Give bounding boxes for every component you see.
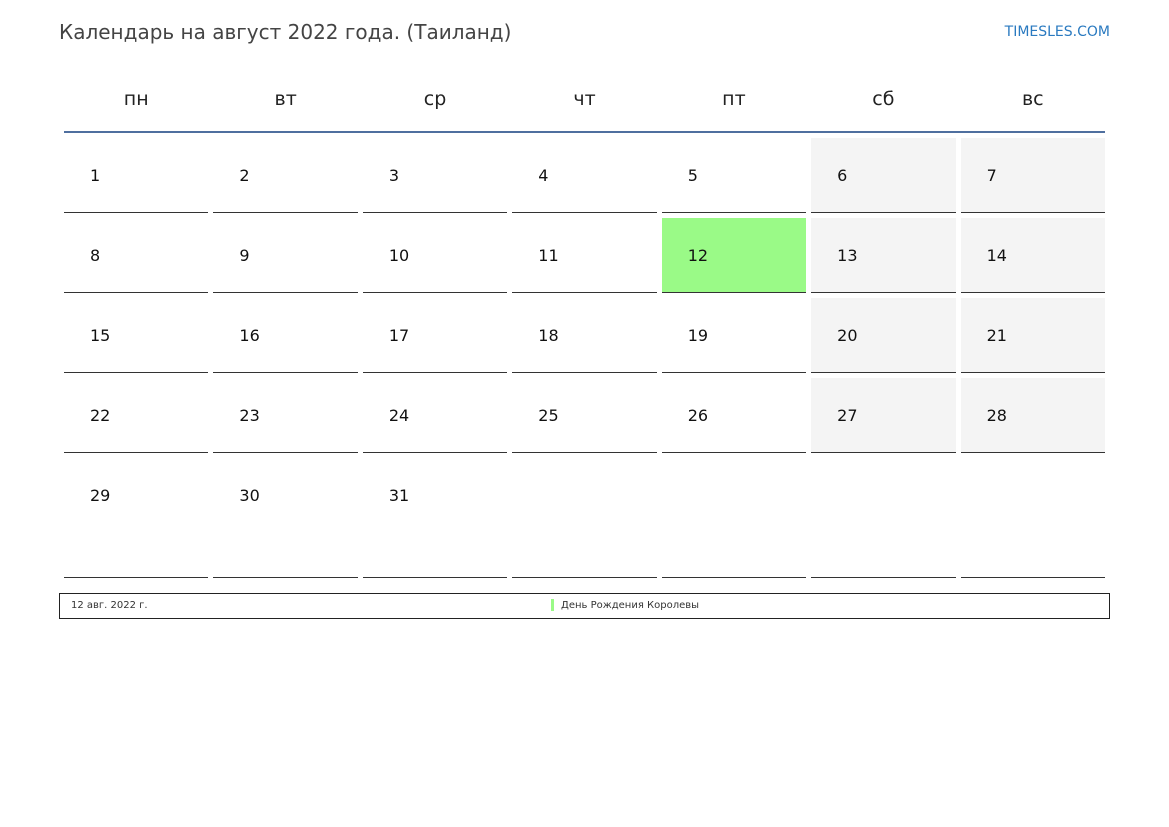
holiday-legend: 12 авг. 2022 г. День Рождения Королевы: [59, 593, 1110, 619]
day-cell: 22: [64, 378, 209, 453]
day-number: 9: [239, 246, 250, 265]
weekday-2: ср: [423, 88, 447, 110]
day-cell: 5: [661, 138, 807, 213]
legend-holiday-name: День Рождения Королевы: [561, 600, 700, 611]
day-cell: 30: [213, 458, 358, 578]
day-cell: 28: [960, 378, 1105, 453]
day-number: 22: [90, 406, 111, 425]
empty-cell: [661, 458, 807, 578]
day-number: 11: [538, 246, 559, 265]
day-number: 20: [837, 326, 858, 345]
day-cell: 16: [213, 298, 358, 373]
day-number: 1: [90, 166, 101, 185]
calendar-grid: 1 2 3 4 5 6 7 8 9 10 11 12 13 14 15 16 17 18 19 20 21 22 23 24 2…: [64, 138, 1105, 578]
weekday-0: пн: [123, 88, 149, 110]
day-cell: 17: [362, 298, 508, 373]
day-number: 13: [837, 246, 858, 265]
day-number: 15: [90, 326, 111, 345]
empty-cell: [811, 458, 956, 578]
day-number: 8: [90, 246, 101, 265]
legend-date: 12 авг. 2022 г.: [71, 600, 148, 611]
weekday-6: вс: [1021, 88, 1044, 110]
day-cell: 26: [661, 378, 807, 453]
day-cell: 1: [64, 138, 209, 213]
day-number: 19: [687, 326, 709, 345]
day-cell: 20: [811, 298, 956, 373]
day-cell: 4: [512, 138, 657, 213]
day-number: 25: [538, 406, 559, 425]
day-number: 10: [388, 246, 410, 265]
day-number: 14: [986, 246, 1007, 265]
day-number: 24: [388, 406, 410, 425]
day-cell: 10: [362, 218, 508, 293]
day-cell: 13: [811, 218, 956, 293]
day-cell: 6: [811, 138, 956, 213]
day-cell: 3: [362, 138, 508, 213]
day-cell: 7: [960, 138, 1105, 213]
day-number: 7: [986, 166, 997, 185]
weekday-1: вт: [274, 88, 297, 110]
day-number: 28: [986, 406, 1007, 425]
day-number: 3: [388, 166, 400, 185]
weekday-header: пн вт ср чт пт сб вс: [64, 84, 1105, 114]
day-number: 30: [239, 486, 260, 505]
header-divider: [64, 131, 1105, 133]
legend-color-marker: [551, 599, 554, 611]
empty-cell: [512, 458, 657, 578]
day-number: 26: [687, 406, 709, 425]
empty-cell: [960, 458, 1105, 578]
day-cell: 21: [960, 298, 1105, 373]
day-number: 4: [538, 166, 549, 185]
brand-link[interactable]: TIMESLES.COM: [1004, 24, 1110, 40]
day-number: 18: [538, 326, 559, 345]
day-cell: 8: [64, 218, 209, 293]
day-cell: 2: [213, 138, 358, 213]
day-cell: 12: [661, 218, 807, 293]
day-cell: 9: [213, 218, 358, 293]
weekday-3: чт: [573, 88, 596, 110]
weekday-4: пт: [722, 88, 746, 110]
day-number: 12: [687, 246, 709, 265]
day-cell: 19: [661, 298, 807, 373]
day-cell: 31: [362, 458, 508, 578]
day-number: 5: [687, 166, 698, 185]
day-number: 31: [388, 486, 410, 505]
day-cell: 15: [64, 298, 209, 373]
day-cell: 29: [64, 458, 209, 578]
day-cell: 11: [512, 218, 657, 293]
day-number: 21: [986, 326, 1007, 345]
day-number: 23: [239, 406, 260, 425]
day-cell: 14: [960, 218, 1105, 293]
day-cell: 24: [362, 378, 508, 453]
day-number: 16: [239, 326, 260, 345]
day-cell: 23: [213, 378, 358, 453]
day-cell: 25: [512, 378, 657, 453]
day-number: 29: [90, 486, 111, 505]
day-number: 27: [837, 406, 858, 425]
day-cell: 27: [811, 378, 956, 453]
day-number: 17: [388, 326, 410, 345]
page-title: Календарь на август 2022 года. (Таиланд): [59, 20, 512, 44]
day-number: 2: [239, 166, 250, 185]
day-number: 6: [837, 166, 848, 185]
day-cell: 18: [512, 298, 657, 373]
weekday-5: сб: [872, 88, 895, 110]
